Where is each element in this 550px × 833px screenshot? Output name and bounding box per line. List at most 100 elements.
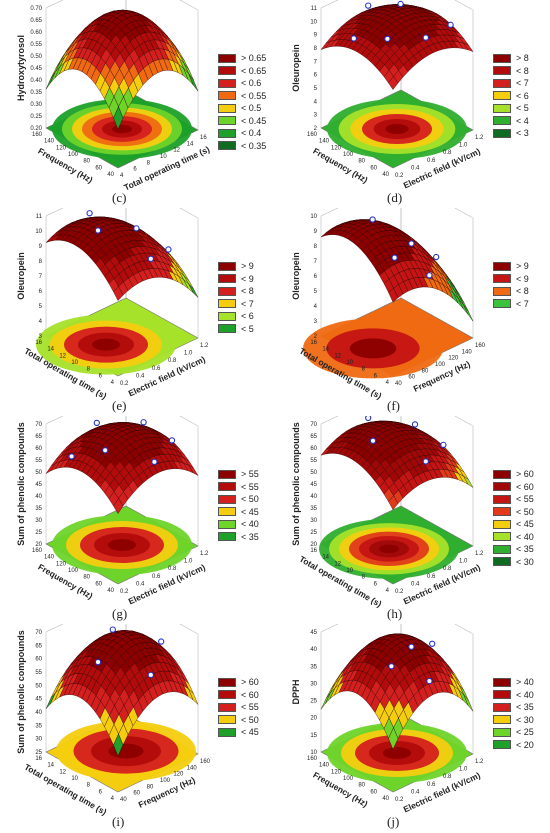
x-tick-label: 160 [475,343,486,349]
y-tick-label: 100 [343,152,354,158]
observed-point [94,658,102,666]
legend-swatch [218,299,236,309]
x-tick-label: 0.8 [443,566,452,572]
x-tick-label: 4 [120,173,124,179]
observed-point [94,227,102,234]
x-tick-label: 40 [395,381,402,387]
legend-swatch [218,141,236,151]
legend-swatch [493,715,511,725]
observed-point [433,253,440,261]
y-tick-label: 12 [59,353,66,359]
z-tick-label: 2 [314,334,318,340]
legend-label: < 9 [516,273,529,284]
legend-swatch [218,286,236,296]
z-tick-label: 7 [314,259,318,265]
y-tick-label: 4 [111,796,115,802]
observed-point [440,441,447,448]
x-tick-label: 0.2 [120,381,129,387]
x-tick-labels: 0.2 0.4 0.6 0.8 1.0 1.2 [395,551,484,595]
z-tick-label: 0.50 [30,54,42,60]
x-tick-label: 1.2 [475,759,484,765]
y-tick-label: 100 [68,152,79,158]
z-tick-label: 8 [314,46,318,52]
z-tick-label: 25 [35,750,42,756]
surface-plot-svg: 4540353025201510DPPH0.20.40.60.81.01.2El… [291,624,484,814]
surface-mesh [320,420,474,511]
z-tick-label: 60 [35,446,42,452]
legend-swatch [218,532,236,542]
y-tick-label: 10 [346,568,353,574]
z-axis-label: DPPH [291,679,301,704]
legend-label: < 50 [241,714,259,725]
legend-item: < 40 [218,518,259,531]
y-tick-labels: 4 6 8 10 12 14 16 [35,340,114,386]
legend: > 60 < 60 < 55 < 50 < 45 [218,676,259,739]
observed-point [102,447,109,454]
surface-plot-svg: 11109876543Oleuropein0.20.40.60.81.01.2E… [16,208,209,401]
legend-label: < 45 [241,506,259,517]
legend-label: < 40 [516,689,534,700]
observed-point [168,437,176,444]
y-tick-label: 4 [386,588,390,594]
legend-item: < 40 [493,531,534,544]
z-tick-label: 5 [314,289,318,295]
legend-item: < 60 [493,481,534,494]
legend-swatch [218,677,236,687]
panel-caption: (f) [387,398,400,413]
observed-point [109,626,116,633]
legend-item: < 5 [493,102,529,115]
x-tick-label: 80 [422,368,429,374]
x-tick-label: 0.8 [168,566,177,572]
floor-contour [303,297,474,379]
legend-label: < 9 [241,273,254,284]
z-tick-label: 5 [314,86,318,92]
legend-item: < 30 [493,556,534,569]
z-tick-label: 50 [35,683,42,689]
legend-swatch [218,494,236,504]
observed-point [140,419,147,426]
legend-item: > 0.65 [218,52,266,65]
legend-swatch [493,482,511,492]
legend-item: < 0.4 [218,127,266,140]
legend-swatch [493,677,511,687]
z-tick-label: 50 [35,470,42,476]
legend-item: < 7 [493,77,529,90]
legend-swatch [493,469,511,479]
z-tick-label: 10 [310,214,317,220]
x-tick-label: 0.4 [136,373,145,379]
observed-point [86,210,93,217]
legend-item: < 45 [493,518,534,531]
legend-item: < 25 [493,726,534,739]
x-tick-label: 120 [173,772,184,778]
y-tick-label: 10 [346,360,353,366]
legend-label: < 40 [241,519,259,530]
x-tick-label: 0.2 [120,589,129,595]
observed-point [151,458,158,465]
z-tick-labels: 10 9 8 7 6 5 4 3 2 [310,214,317,340]
x-tick-labels: 0.2 0.4 0.6 0.8 1.0 1.2 [120,551,209,595]
z-tick-label: 0.40 [30,78,42,84]
observed-point [133,225,140,232]
z-tick-label: 45 [35,482,42,488]
legend-item: < 9 [218,273,254,286]
legend-item: < 55 [493,493,534,506]
z-tick-label: 30 [35,518,42,524]
z-tick-label: 0.35 [30,90,42,96]
z-tick-labels: 70 65 60 55 50 45 40 35 30 25 20 [35,422,42,548]
y-tick-label: 12 [334,561,341,567]
observed-point [350,35,357,42]
y-tick-label: 60 [370,789,377,795]
y-tick-label: 14 [322,347,329,353]
legend: > 60 < 60 < 55 < 50 < 45 < 40 < 35 < 30 [493,468,534,568]
y-tick-label: 60 [370,165,377,171]
legend-item: < 20 [493,739,534,752]
x-tick-label: 40 [120,797,127,803]
legend-item: < 0.5 [218,102,266,115]
observed-point [384,35,391,43]
legend-swatch [493,727,511,737]
z-tick-label: 40 [35,494,42,500]
x-tick-label: 1.0 [184,559,193,565]
legend-label: > 8 [516,53,529,64]
legend-swatch [493,557,511,567]
